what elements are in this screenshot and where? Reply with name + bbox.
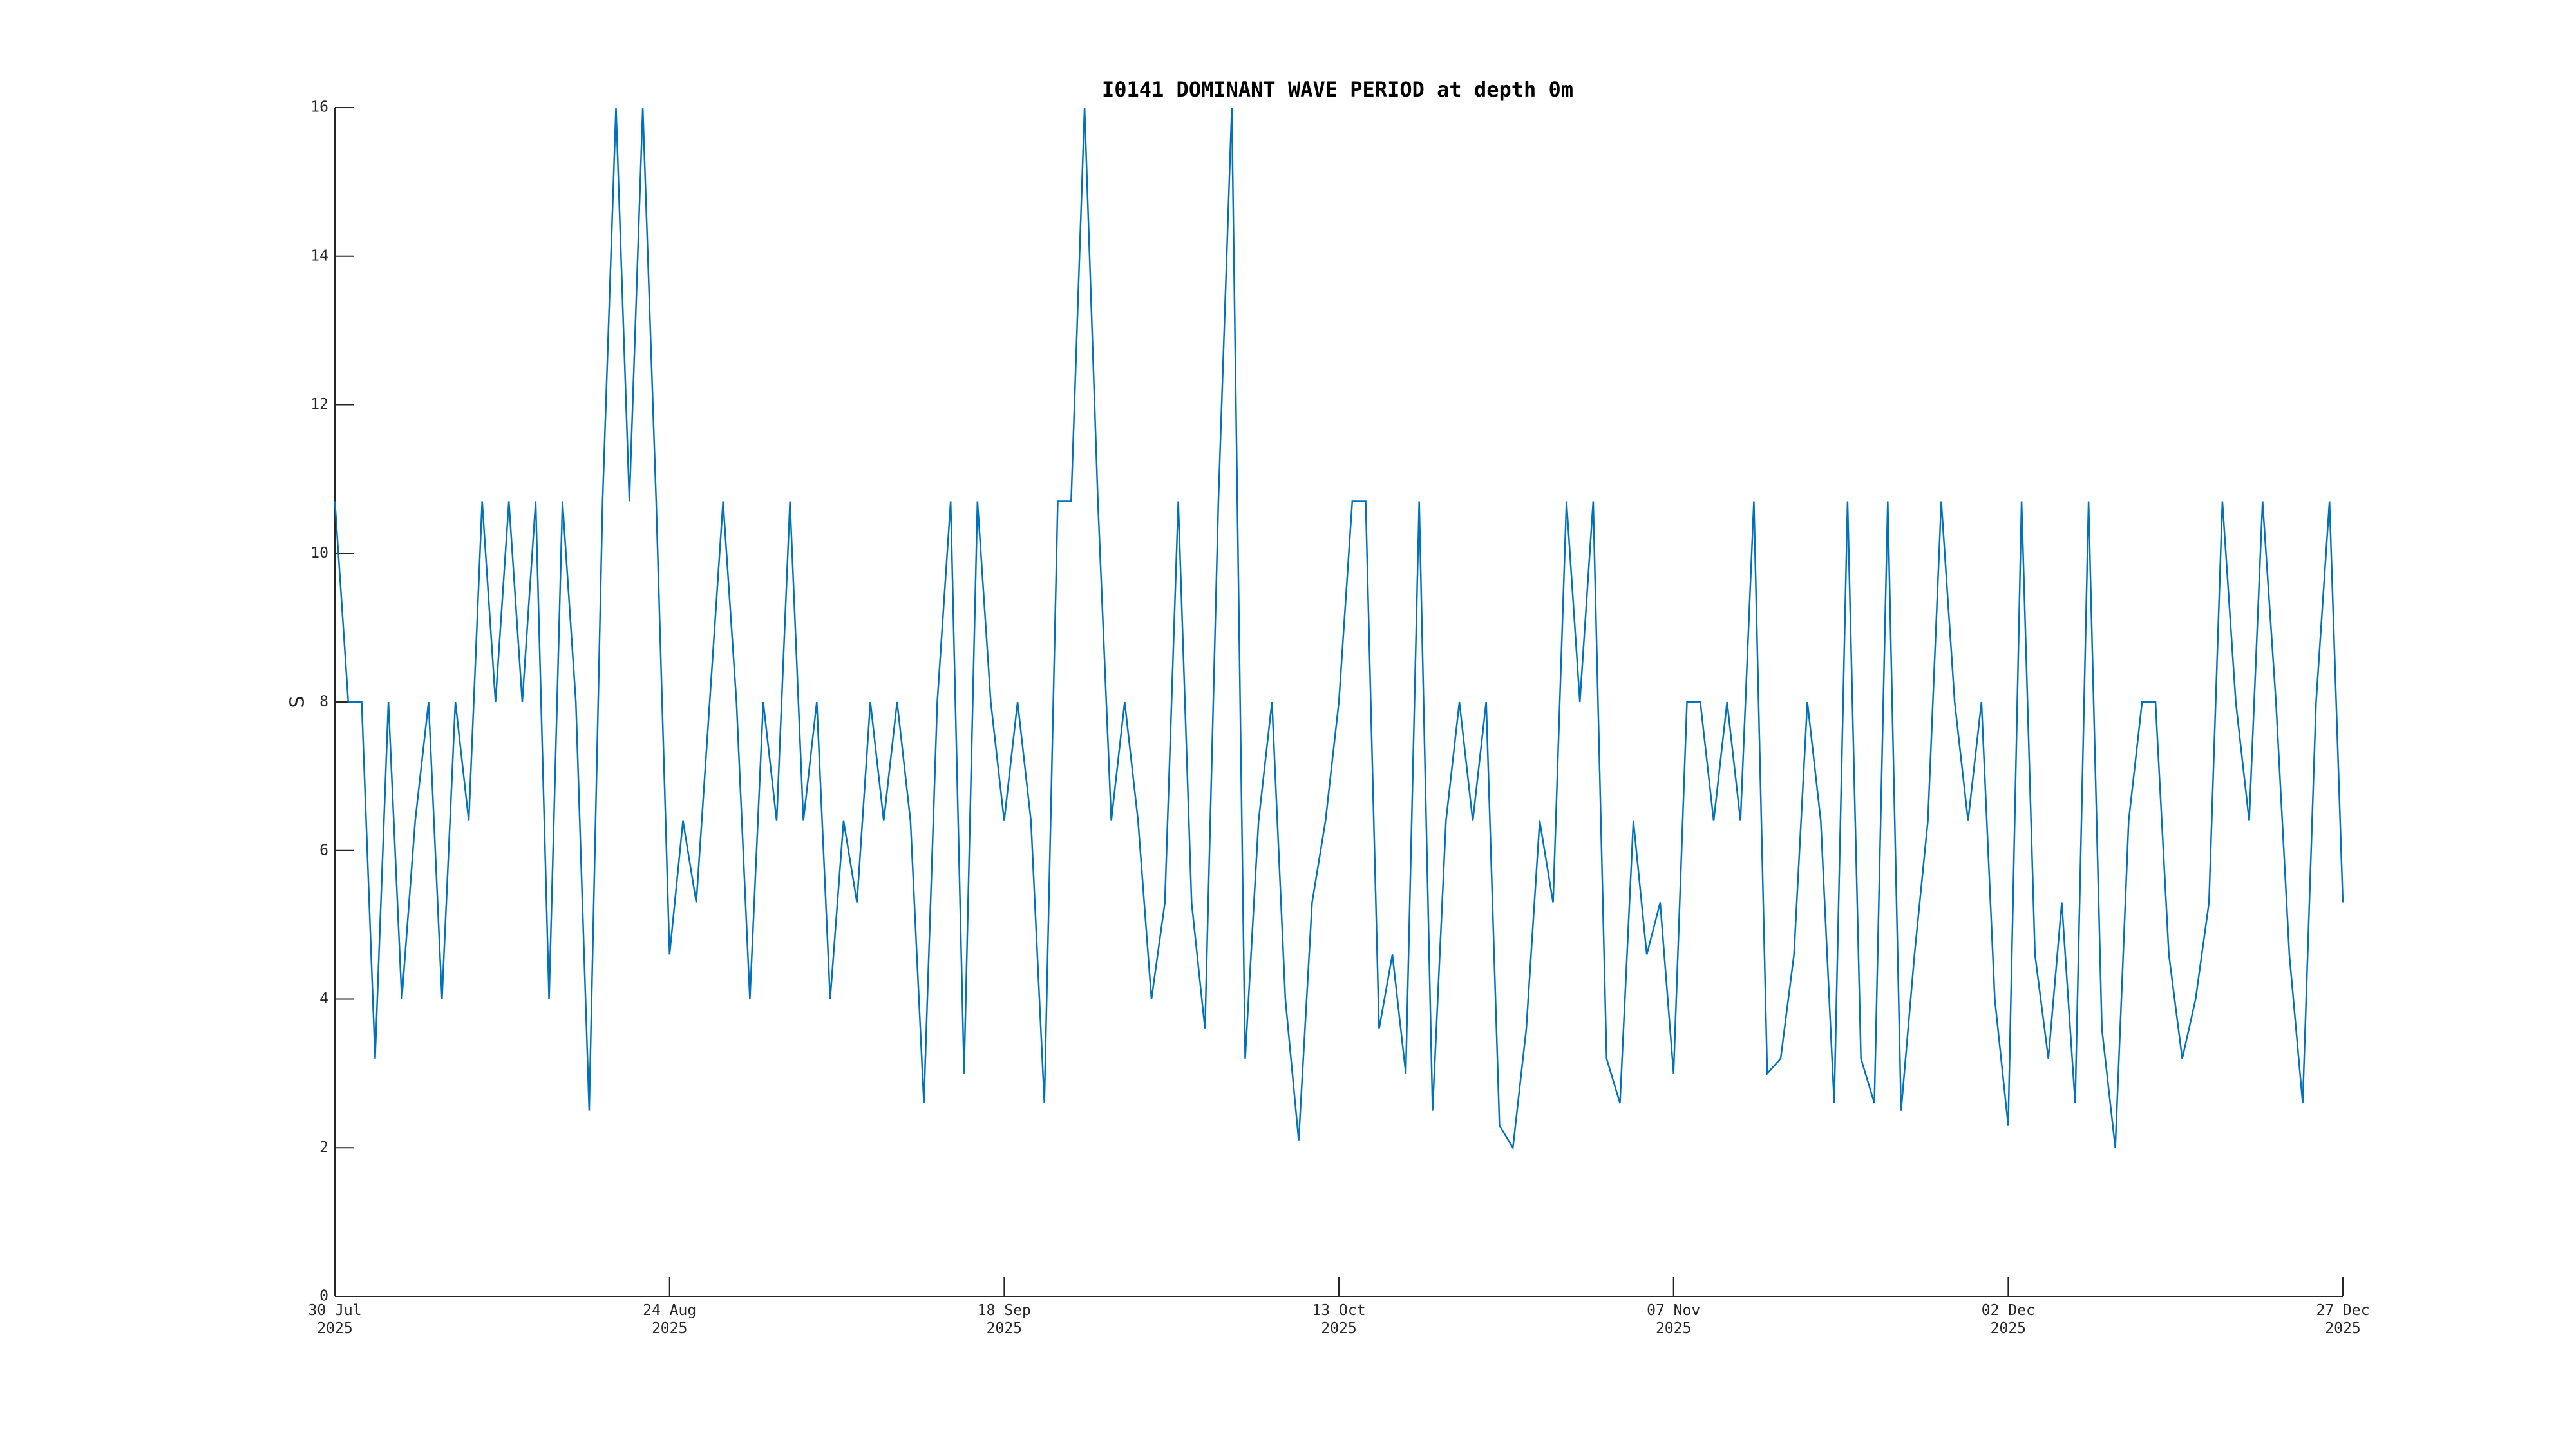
y-tick-label: 12 xyxy=(310,396,328,413)
y-tick-label: 8 xyxy=(319,694,328,710)
y-tick-label: 14 xyxy=(310,247,328,264)
x-tick-label: 18 Sep 2025 xyxy=(977,1302,1031,1337)
y-tick-label: 16 xyxy=(310,99,328,116)
data-line xyxy=(334,107,2344,1151)
x-tick-label: 02 Dec 2025 xyxy=(1981,1302,2035,1337)
x-tick-label: 30 Jul 2025 xyxy=(308,1302,362,1337)
chart-title: I0141 DOMINANT WAVE PERIOD at depth 0m xyxy=(1102,77,1573,102)
y-axis-label: S xyxy=(287,696,309,708)
x-tick-label: 13 Oct 2025 xyxy=(1312,1302,1366,1337)
y-tick-label: 4 xyxy=(319,990,328,1007)
y-tick-label: 0 xyxy=(319,1288,328,1305)
x-tick-label: 24 Aug 2025 xyxy=(643,1302,697,1337)
x-tick-label: 27 Dec 2025 xyxy=(2316,1302,2370,1337)
y-tick-label: 2 xyxy=(319,1139,328,1156)
y-tick-label: 6 xyxy=(319,842,328,858)
x-tick-label: 07 Nov 2025 xyxy=(1647,1302,1701,1337)
y-tick-label: 10 xyxy=(310,545,328,562)
